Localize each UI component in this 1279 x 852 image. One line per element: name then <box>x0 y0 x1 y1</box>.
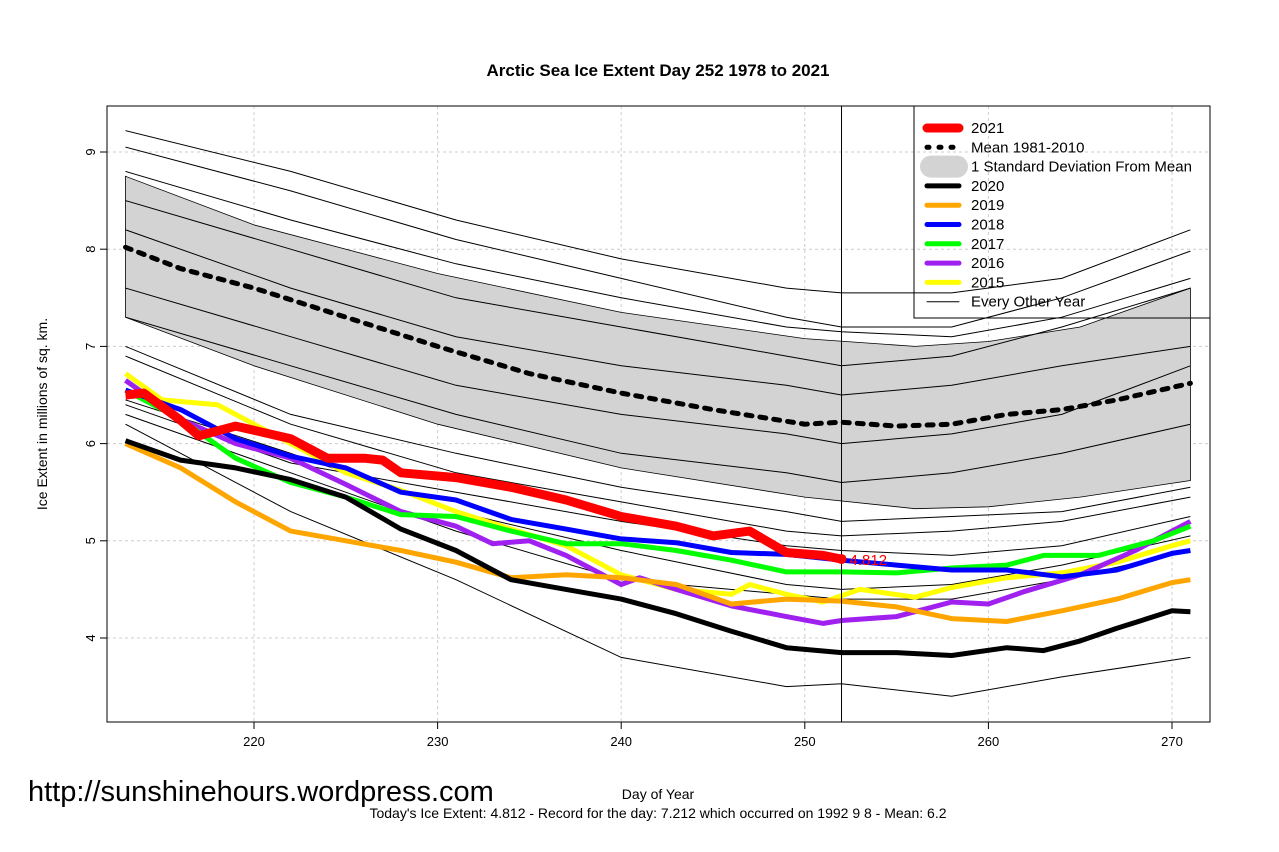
other-year-line <box>125 130 1191 294</box>
series-line-2018 <box>124 387 1191 580</box>
y-tick-label: 4 <box>83 634 98 641</box>
mean-line <box>123 244 1193 429</box>
chart-subtitle: Today's Ice Extent: 4.812 - Record for t… <box>369 805 946 821</box>
axis-ticks: 220 230 240 250 260 270 4 5 6 7 8 9 <box>83 148 1183 749</box>
other-years-lines <box>125 130 1191 697</box>
y-tick-label: 7 <box>83 343 98 350</box>
legend-label: 2019 <box>971 197 1004 214</box>
legend-label: 2020 <box>971 178 1004 195</box>
legend: 2021 Mean 1981-2010 1 Standard Deviation F… <box>913 105 1211 319</box>
sd-band-area <box>125 175 1191 510</box>
legend-label: 2018 <box>971 217 1004 234</box>
year-series <box>124 371 1192 658</box>
other-year-line <box>125 316 1191 484</box>
y-tick-label: 6 <box>83 440 98 447</box>
current-day-marks: 4.812 <box>836 106 888 722</box>
other-year-line <box>125 170 1191 338</box>
x-tick-label: 230 <box>427 734 449 749</box>
y-axis-label: Ice Extent in millions of sq. km. <box>34 318 50 510</box>
legend-label: Mean 1981-2010 <box>971 139 1084 156</box>
watermark-url: http://sunshinehours.wordpress.com <box>28 776 494 808</box>
other-year-line <box>125 355 1191 537</box>
x-tick-label: 250 <box>794 734 816 749</box>
other-year-line <box>125 423 1191 697</box>
x-tick-label: 260 <box>978 734 1000 749</box>
current-point <box>836 554 847 565</box>
legend-label: Every Other Year <box>971 294 1085 311</box>
sd-band <box>125 175 1191 510</box>
other-year-line <box>125 287 1191 445</box>
legend-box <box>913 105 1211 319</box>
series-line-2019 <box>124 441 1191 624</box>
mean-line-path <box>123 244 1193 429</box>
current-value-label: 4.812 <box>850 552 888 569</box>
y-tick-label: 9 <box>83 148 98 155</box>
other-year-line <box>125 200 1191 367</box>
other-year-line <box>125 345 1191 522</box>
y-tick-label: 8 <box>83 246 98 253</box>
series-line-2020 <box>124 438 1191 658</box>
chart-title: Arctic Sea Ice Extent Day 252 1978 to 20… <box>486 61 829 80</box>
legend-label: 1 Standard Deviation From Mean <box>971 159 1192 176</box>
x-tick-label: 270 <box>1161 734 1183 749</box>
other-year-line <box>125 146 1191 328</box>
other-year-line <box>125 229 1191 396</box>
legend-label: 2015 <box>971 274 1004 291</box>
x-axis-label: Day of Year <box>622 786 695 802</box>
series-line-2021 <box>125 388 843 564</box>
legend-label: 2017 <box>971 236 1004 253</box>
x-tick-label: 240 <box>610 734 632 749</box>
legend-swatch-band <box>920 155 968 178</box>
legend-label: 2021 <box>971 120 1004 137</box>
legend-label: 2016 <box>971 255 1004 272</box>
y-tick-label: 5 <box>83 537 98 544</box>
series-line-2016 <box>124 378 1192 626</box>
plot-frame <box>106 105 1211 723</box>
x-tick-label: 220 <box>243 734 265 749</box>
